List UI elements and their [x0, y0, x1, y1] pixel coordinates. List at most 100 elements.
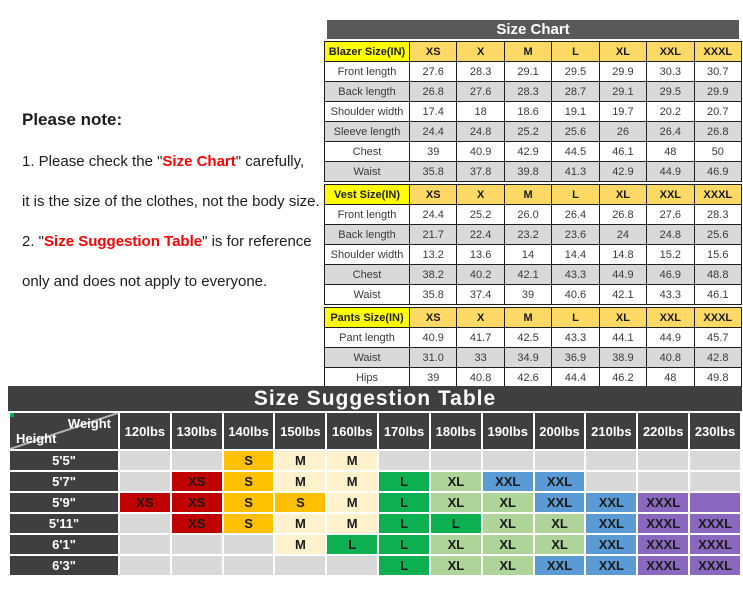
measurement-value: 39: [503, 284, 553, 305]
measurement-value: 15.6: [693, 244, 743, 265]
suggested-size-cell: XXXL: [638, 493, 689, 512]
suggested-size-cell: XXXL: [690, 514, 740, 533]
weight-column-header: 200lbs: [534, 413, 585, 449]
empty-size-cell: [690, 493, 740, 512]
section-label: Blazer Size(IN): [324, 41, 410, 62]
corner-weight-label: Weight: [67, 416, 111, 431]
height-row-label: 6'3": [10, 556, 118, 575]
measurement-row: Back length 26.8 27.6 28.3 28.7 29.1 29.5 29.9: [324, 81, 743, 102]
size-chart-header-row: Blazer Size(IN) XS X M L XL XXL XXXL: [324, 41, 743, 62]
measurement-value: 35.8: [408, 161, 458, 182]
suggested-size-cell: S: [223, 493, 274, 512]
suggested-size-cell: XL: [430, 472, 481, 491]
note-line-1-pre: 1. Please check the ": [22, 153, 163, 170]
size-column-header: L: [551, 184, 600, 205]
measurement-value: 27.6: [456, 81, 505, 102]
measurement-value: 46.1: [598, 141, 648, 162]
size-suggestion-table: Size Suggestion Table Weight Height 120lbs…: [8, 386, 742, 577]
note-block: Please note: 1. Please check the "Size C…: [22, 110, 330, 290]
suggested-size-cell: XL: [482, 493, 533, 512]
measurement-value: 26.4: [551, 204, 600, 225]
size-column-header: M: [503, 307, 553, 328]
measurement-value: 42.9: [503, 141, 553, 162]
size-column-header: XS: [408, 184, 458, 205]
suggested-size-cell: M: [275, 535, 326, 554]
size-column-header: XXL: [646, 41, 695, 62]
size-chart-sections: Blazer Size(IN) XS X M L XL XXL XXXL Front lengt…: [324, 41, 743, 388]
measurement-value: 29.1: [598, 81, 648, 102]
measurement-value: 18.6: [503, 101, 553, 122]
measurement-value: 42.1: [598, 284, 648, 305]
size-column-header: XXL: [646, 307, 695, 328]
suggestion-row: 6'3" L XL XL XXL XXL XXXL XXXL: [10, 556, 740, 575]
empty-size-cell: [586, 472, 637, 491]
size-chart-title: Size Chart: [327, 20, 739, 39]
measurement-value: 25.6: [551, 121, 600, 142]
measurement-label: Pant length: [324, 327, 410, 348]
weight-column-header: 170lbs: [379, 413, 429, 449]
measurement-value: 19.1: [551, 101, 600, 122]
measurement-row: Pant length 40.9 41.7 42.5 43.3 44.1 44.9 45.7: [324, 327, 743, 348]
suggested-size-cell: XXL: [586, 493, 637, 512]
measurement-value: 44.9: [646, 161, 695, 182]
measurement-value: 44.1: [598, 327, 648, 348]
measurement-value: 38.9: [598, 347, 648, 368]
measurement-row: Chest 38.2 40.2 42.1 43.3 44.9 46.9 48.8: [324, 264, 743, 285]
measurement-value: 44.5: [551, 141, 600, 162]
suggested-size-cell: S: [223, 472, 274, 491]
measurement-value: 43.3: [551, 327, 600, 348]
measurement-value: 26.8: [693, 121, 743, 142]
measurement-value: 46.9: [646, 264, 695, 285]
empty-size-cell: [223, 535, 274, 554]
measurement-value: 48: [646, 141, 695, 162]
measurement-value: 39: [408, 141, 458, 162]
measurement-value: 42.5: [503, 327, 553, 348]
measurement-label: Sleeve length: [324, 121, 410, 142]
suggested-size-cell: XL: [430, 535, 481, 554]
suggested-size-cell: L: [379, 556, 429, 575]
size-column-header: XL: [598, 307, 648, 328]
measurement-row: Waist 35.8 37.4 39 40.6 42.1 43.3 46.1: [324, 284, 743, 305]
size-column-header: XXXL: [693, 184, 743, 205]
note-title: Please note:: [22, 110, 123, 129]
suggestion-row: 5'9" XS XS S S M L XL XL XXL XXL XXXL: [10, 493, 740, 512]
measurement-value: 29.5: [646, 81, 695, 102]
measurement-value: 28.7: [551, 81, 600, 102]
weight-column-header: 150lbs: [275, 413, 326, 449]
measurement-value: 48.8: [693, 264, 743, 285]
measurement-value: 30.7: [693, 61, 743, 82]
suggested-size-cell: XL: [534, 514, 585, 533]
measurement-value: 22.4: [456, 224, 505, 245]
measurement-value: 24.8: [456, 121, 505, 142]
suggested-size-cell: L: [379, 493, 429, 512]
size-column-header: XS: [408, 41, 458, 62]
measurement-value: 43.3: [646, 284, 695, 305]
measurement-value: 33: [456, 347, 505, 368]
size-chart: Size Chart Blazer Size(IN) XS X M L XL XXL XXXL…: [324, 20, 743, 388]
suggested-size-cell: L: [430, 514, 481, 533]
suggested-size-cell: XXXL: [638, 556, 689, 575]
note-line-3: 2. "Size Suggestion Table" is for refere…: [22, 233, 330, 250]
suggested-size-cell: XS: [171, 493, 222, 512]
empty-size-cell: [534, 451, 585, 470]
measurement-value: 41.7: [456, 327, 505, 348]
suggested-size-cell: M: [327, 472, 378, 491]
weight-column-header: 230lbs: [690, 413, 740, 449]
measurement-value: 19.7: [598, 101, 648, 122]
weight-column-header: 180lbs: [430, 413, 481, 449]
corner-green-dot: [10, 413, 14, 417]
measurement-value: 46.9: [693, 161, 743, 182]
measurement-value: 20.7: [693, 101, 743, 122]
measurement-value: 26: [598, 121, 648, 142]
measurement-label: Front length: [324, 204, 410, 225]
measurement-value: 40.8: [456, 367, 505, 388]
measurement-value: 26.8: [598, 204, 648, 225]
suggested-size-cell: XXXL: [690, 535, 740, 554]
size-chart-section-table-1: Vest Size(IN) XS X M L XL XXL XXXL Front length 2…: [324, 184, 743, 305]
weight-column-header: 160lbs: [327, 413, 378, 449]
suggested-size-cell: L: [327, 535, 378, 554]
measurement-value: 37.8: [456, 161, 505, 182]
size-chart-header-row: Pants Size(IN) XS X M L XL XXL XXXL: [324, 307, 743, 328]
size-column-header: M: [503, 41, 553, 62]
suggested-size-cell: M: [327, 514, 378, 533]
